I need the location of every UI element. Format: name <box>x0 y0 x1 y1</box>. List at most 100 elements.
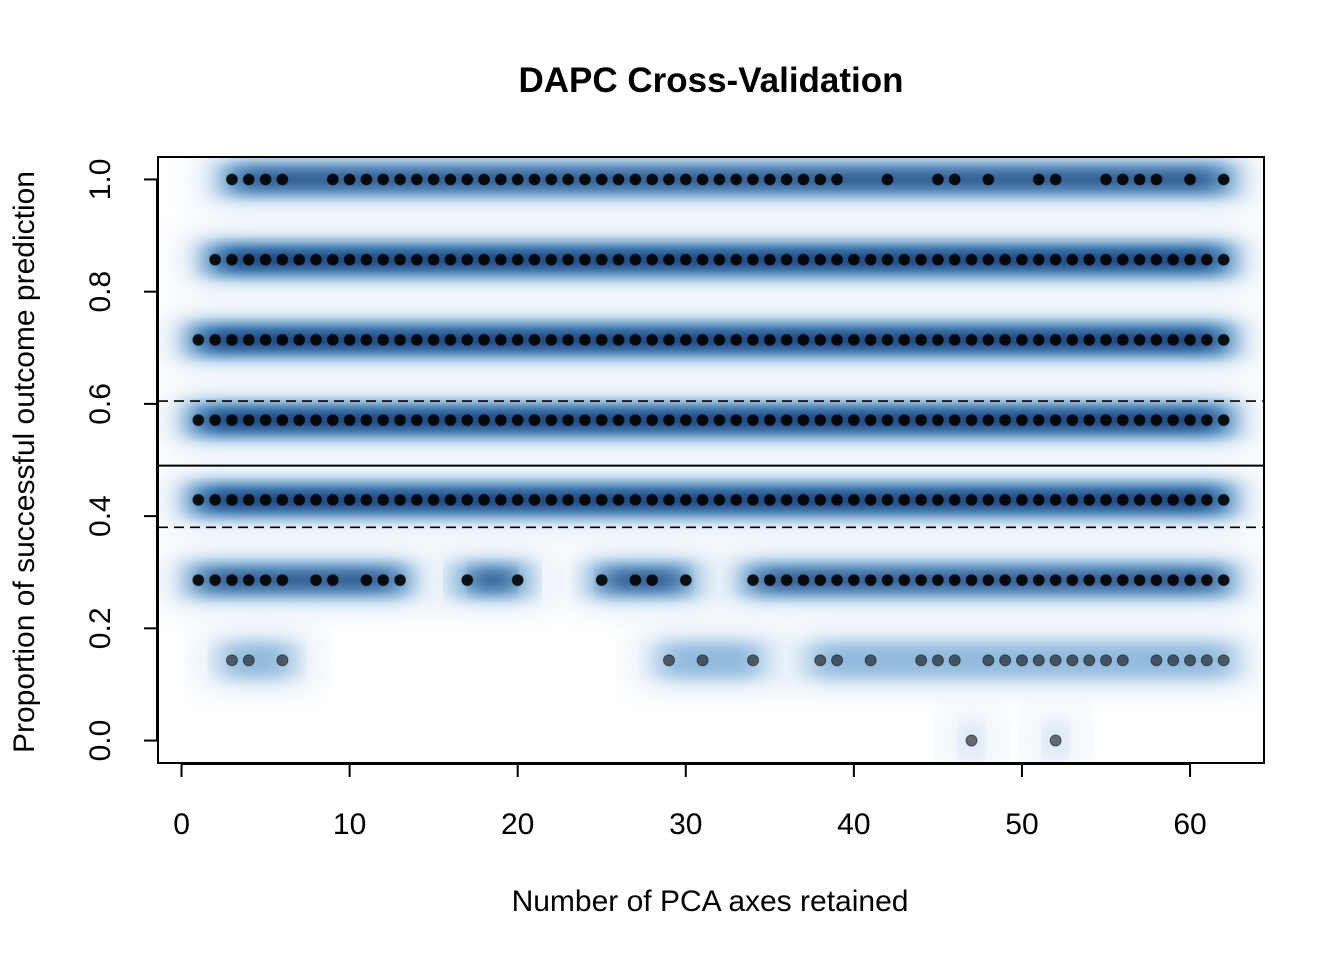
data-point <box>578 333 591 346</box>
data-point <box>864 253 877 266</box>
data-point <box>293 493 306 506</box>
data-point <box>646 173 659 186</box>
x-tick-label: 0 <box>173 808 190 841</box>
data-point <box>1049 734 1062 747</box>
data-point <box>410 173 423 186</box>
data-point <box>276 173 289 186</box>
data-point <box>310 574 322 587</box>
data-point <box>1217 253 1230 266</box>
data-point <box>612 493 625 506</box>
data-point <box>276 333 289 346</box>
data-point <box>511 173 524 186</box>
x-tick-label: 30 <box>669 808 702 841</box>
data-point <box>948 253 961 266</box>
data-point <box>1133 574 1146 587</box>
data-point <box>780 493 793 506</box>
data-point <box>646 574 659 587</box>
data-point <box>965 574 978 587</box>
data-point <box>931 414 944 427</box>
data-point <box>377 253 390 266</box>
data-point <box>578 173 591 186</box>
data-point <box>629 574 642 587</box>
data-point <box>1100 654 1112 667</box>
data-point <box>747 333 760 346</box>
data-point <box>242 414 255 427</box>
data-point <box>1049 414 1062 427</box>
data-point <box>1116 333 1129 346</box>
data-point <box>595 414 608 427</box>
data-point <box>562 253 575 266</box>
data-point <box>343 333 356 346</box>
data-point <box>511 414 524 427</box>
data-point <box>1100 414 1112 427</box>
data-point <box>427 414 440 427</box>
data-point <box>1217 493 1230 506</box>
data-point <box>259 173 272 186</box>
data-point <box>763 574 776 587</box>
data-point <box>578 493 591 506</box>
data-point <box>982 333 995 346</box>
data-point <box>730 253 743 266</box>
data-point <box>511 333 524 346</box>
data-point <box>595 574 608 587</box>
data-point <box>562 414 575 427</box>
y-axis: 0.0 0.2 0.4 0.6 0.8 1.0 <box>84 159 158 761</box>
data-point <box>679 414 692 427</box>
data-point <box>915 253 928 266</box>
data-point <box>1100 173 1112 186</box>
data-point <box>1015 574 1028 587</box>
data-point <box>730 493 743 506</box>
data-point <box>1049 253 1062 266</box>
data-point <box>847 333 860 346</box>
data-point <box>1217 173 1230 186</box>
data-point <box>831 414 844 427</box>
data-point <box>696 654 709 667</box>
data-point <box>747 173 760 186</box>
data-point <box>1150 333 1163 346</box>
data-point <box>881 253 894 266</box>
data-point <box>965 414 978 427</box>
data-point <box>797 173 810 186</box>
data-point <box>276 574 289 587</box>
data-point <box>747 414 760 427</box>
data-point <box>310 493 322 506</box>
x-axis-label: Number of PCA axes retained <box>512 885 909 918</box>
data-point <box>595 333 608 346</box>
data-point <box>209 414 222 427</box>
data-point <box>1116 173 1129 186</box>
data-point <box>713 333 726 346</box>
density-band-core-3-0 <box>205 411 1217 430</box>
data-point <box>1184 173 1197 186</box>
data-point <box>192 493 205 506</box>
data-point <box>730 173 743 186</box>
data-point <box>948 333 961 346</box>
data-point <box>326 173 339 186</box>
x-tick-label: 20 <box>501 808 534 841</box>
density-band-core-5-1 <box>474 571 511 590</box>
data-point <box>377 173 390 186</box>
data-point <box>847 574 860 587</box>
data-point <box>881 414 894 427</box>
data-point <box>1066 654 1079 667</box>
data-point <box>427 493 440 506</box>
data-point <box>1049 493 1062 506</box>
data-point <box>881 333 894 346</box>
data-point <box>410 333 423 346</box>
data-point <box>931 253 944 266</box>
data-point <box>831 333 844 346</box>
data-point <box>394 333 407 346</box>
data-point <box>394 574 407 587</box>
data-point <box>1200 253 1213 266</box>
data-point <box>377 493 390 506</box>
density-shading <box>171 157 1251 763</box>
x-axis: 0 10 20 30 40 50 60 <box>173 763 1207 841</box>
data-point <box>192 333 205 346</box>
data-point <box>931 333 944 346</box>
data-point <box>662 654 675 667</box>
data-point <box>595 173 608 186</box>
data-point <box>410 493 423 506</box>
data-point <box>1200 414 1213 427</box>
data-point <box>1066 493 1079 506</box>
data-point <box>1184 333 1197 346</box>
